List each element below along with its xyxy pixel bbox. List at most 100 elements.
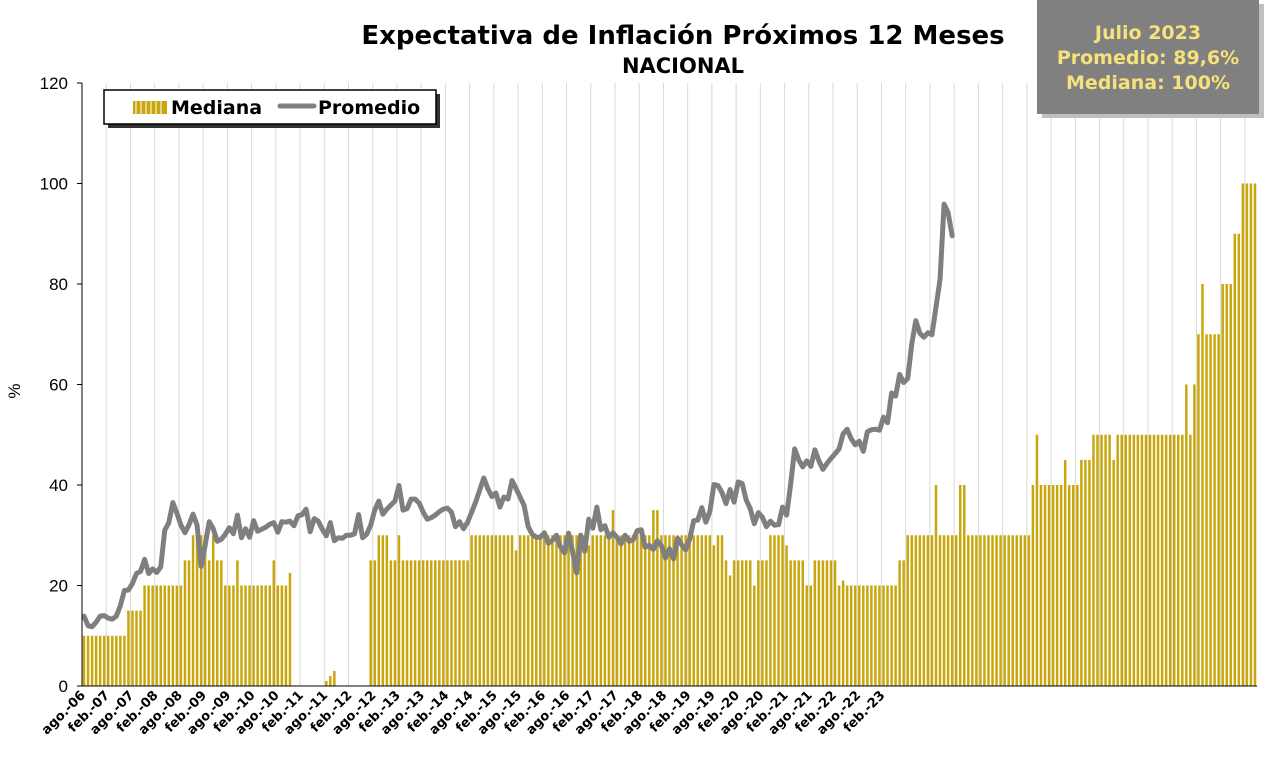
mediana-bar (1132, 434, 1136, 686)
mediana-bar (1241, 183, 1245, 686)
mediana-bar (446, 560, 449, 687)
mediana-bar (858, 585, 861, 686)
mediana-bar (111, 635, 114, 686)
mediana-bar (793, 560, 796, 687)
mediana-bar (175, 585, 179, 686)
y-tick-label: 60 (49, 376, 68, 395)
mediana-bar (987, 535, 990, 686)
y-tick-label: 100 (40, 175, 68, 194)
mediana-bar (155, 585, 158, 686)
mediana-bar (619, 535, 623, 686)
mediana-bar (106, 635, 110, 686)
mediana-bar (147, 585, 150, 686)
mediana-bar (195, 535, 199, 686)
mediana-bar (579, 535, 582, 686)
mediana-bar (1051, 485, 1055, 686)
mediana-bar (211, 535, 215, 686)
mediana-bar (264, 585, 267, 686)
mediana-bar (191, 535, 195, 686)
mediana-bar (389, 560, 393, 687)
mediana-bar (236, 560, 239, 687)
mediana-bar (563, 535, 566, 686)
mediana-bar (704, 535, 708, 686)
mediana-bar (950, 535, 954, 686)
mediana-bar (470, 535, 473, 686)
mediana-bar (413, 560, 417, 687)
mediana-bar (1245, 183, 1249, 686)
mediana-bar (740, 560, 744, 687)
mediana-bar (805, 585, 809, 686)
mediana-bar (862, 585, 865, 686)
summary-box: Julio 2023 Promedio: 89,6% Mediana: 100% (1037, 0, 1264, 118)
mediana-bar (1168, 434, 1172, 686)
mediana-bar (506, 535, 510, 686)
mediana-bar (744, 560, 748, 687)
mediana-bar (434, 560, 437, 687)
mediana-bar (1124, 434, 1128, 686)
mediana-bar (272, 560, 276, 687)
mediana-bar (478, 535, 481, 686)
mediana-bar (1197, 334, 1200, 686)
mediana-bar (607, 535, 611, 686)
mediana-bar (1136, 434, 1140, 686)
mediana-bar (1160, 434, 1164, 686)
mediana-bar (821, 560, 825, 687)
mediana-bar (1031, 485, 1035, 686)
y-tick-label: 40 (49, 476, 68, 495)
mediana-bar (1088, 459, 1091, 687)
mediana-bar (999, 535, 1002, 686)
mediana-bar (119, 635, 122, 686)
mediana-bar (1209, 334, 1212, 686)
mediana-bar (813, 560, 817, 687)
mediana-bar (967, 535, 970, 686)
mediana-bar (381, 535, 385, 686)
mediana-bar (442, 560, 445, 687)
y-axis-label: % (5, 383, 24, 398)
summary-period: Julio 2023 (1093, 22, 1201, 44)
y-tick-label: 80 (49, 275, 68, 294)
mediana-bar (801, 560, 804, 687)
mediana-bar (559, 535, 562, 686)
mediana-bar (652, 510, 655, 687)
mediana-bar (930, 535, 934, 686)
mediana-bar (458, 560, 461, 687)
mediana-bar (1080, 459, 1083, 687)
mediana-bar (870, 585, 873, 686)
mediana-bar (510, 535, 514, 686)
mediana-bar (1092, 434, 1095, 686)
mediana-bar (526, 535, 530, 686)
mediana-bar (849, 585, 853, 686)
mediana-bar (373, 560, 376, 687)
mediana-bar (575, 535, 578, 686)
mediana-bar (708, 535, 712, 686)
mediana-bar (409, 560, 413, 687)
mediana-bar (1043, 485, 1047, 686)
mediana-bar (1249, 183, 1253, 686)
mediana-bar (918, 535, 922, 686)
mediana-bar (1144, 434, 1148, 686)
mediana-bar (159, 585, 162, 686)
promedio-line (81, 201, 955, 630)
mediana-bar (1152, 434, 1156, 686)
mediana-bar (902, 560, 905, 687)
mediana-bar (167, 585, 171, 686)
mediana-bar (1189, 434, 1192, 686)
mediana-bar (405, 560, 409, 687)
mediana-bar (797, 560, 800, 687)
mediana-bar (151, 585, 154, 686)
mediana-bar (1063, 459, 1067, 687)
mediana-bar (1003, 535, 1006, 686)
mediana-bar (595, 535, 599, 686)
legend-mediana-swatch (133, 101, 167, 114)
mediana-bar (724, 560, 728, 687)
legend: Mediana Promedio (103, 89, 440, 128)
mediana-bar (1148, 434, 1152, 686)
mediana-bar (660, 535, 663, 686)
mediana-bar (240, 585, 243, 686)
mediana-bar (288, 572, 292, 686)
mediana-bar (1164, 434, 1168, 686)
mediana-bar (1055, 485, 1059, 686)
mediana-bar (615, 535, 619, 686)
mediana-bar (684, 535, 687, 686)
mediana-bar (224, 585, 227, 686)
